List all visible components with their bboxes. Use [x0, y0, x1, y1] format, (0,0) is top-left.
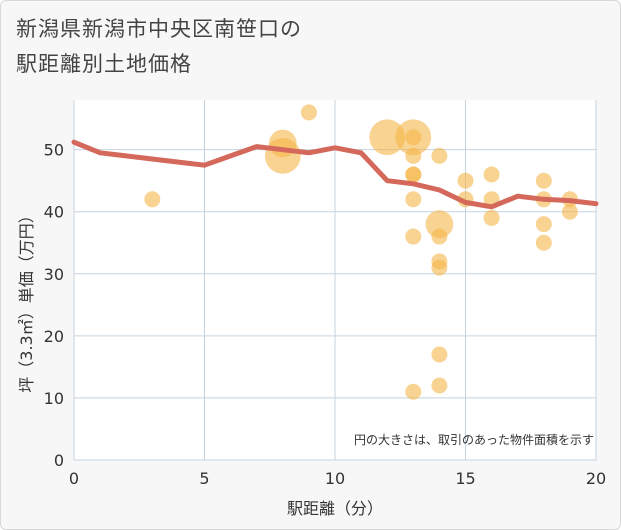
x-tick-label: 10: [325, 469, 345, 488]
x-tick-label: 20: [586, 469, 606, 488]
bubble-point: [535, 234, 552, 251]
chart-title-line2: 駅距離別土地価格: [16, 52, 192, 76]
grid-lines: [73, 100, 597, 461]
bubble-point: [431, 259, 448, 276]
bubble-point: [561, 203, 578, 220]
x-tick-label: 5: [199, 469, 209, 488]
x-tick-label: 15: [455, 469, 475, 488]
bubble-point: [405, 228, 422, 245]
bubble-point: [405, 147, 422, 164]
x-axis-label: 駅距離（分）: [287, 499, 383, 518]
bubble-point: [300, 104, 317, 121]
y-tick-labels: 0 10 20 30 40 50: [44, 141, 64, 470]
bubble-point: [431, 228, 448, 245]
y-tick-label: 0: [54, 451, 64, 470]
y-tick-label: 20: [44, 327, 64, 346]
bubble-point: [431, 346, 448, 363]
bubble-size-note: 円の大きさは、取引のあった物件面積を示す: [354, 432, 594, 447]
bubble-point: [535, 172, 552, 189]
x-tick-labels: 0 5 10 15 20: [69, 469, 606, 488]
bubble-point: [405, 383, 422, 400]
bubble-point: [369, 119, 406, 156]
y-tick-label: 40: [44, 203, 64, 222]
bubble-point: [431, 147, 448, 164]
bubble-point: [405, 129, 422, 146]
bubble-point: [425, 210, 454, 238]
y-tick-label: 10: [44, 389, 64, 408]
x-tick-label: 0: [69, 469, 79, 488]
bubble-point: [483, 209, 500, 226]
y-tick-label: 50: [44, 141, 64, 160]
bubble-point: [457, 172, 474, 189]
bubble-point: [483, 166, 500, 183]
chart-title-line1: 新潟県新潟市中央区南笹口の: [16, 17, 302, 41]
bubble-point: [431, 377, 448, 394]
chart-title: 新潟県新潟市中央区南笹口の 駅距離別土地価格: [16, 12, 302, 82]
y-tick-label: 30: [44, 265, 64, 284]
average-price-line: [71, 139, 599, 210]
bubble-point: [405, 166, 422, 183]
y-axis-label: 坪（3.3㎡）単価（万円）: [17, 207, 36, 392]
bubble-point: [144, 191, 161, 208]
bubble-point: [535, 216, 552, 233]
bubble-point: [405, 191, 422, 208]
